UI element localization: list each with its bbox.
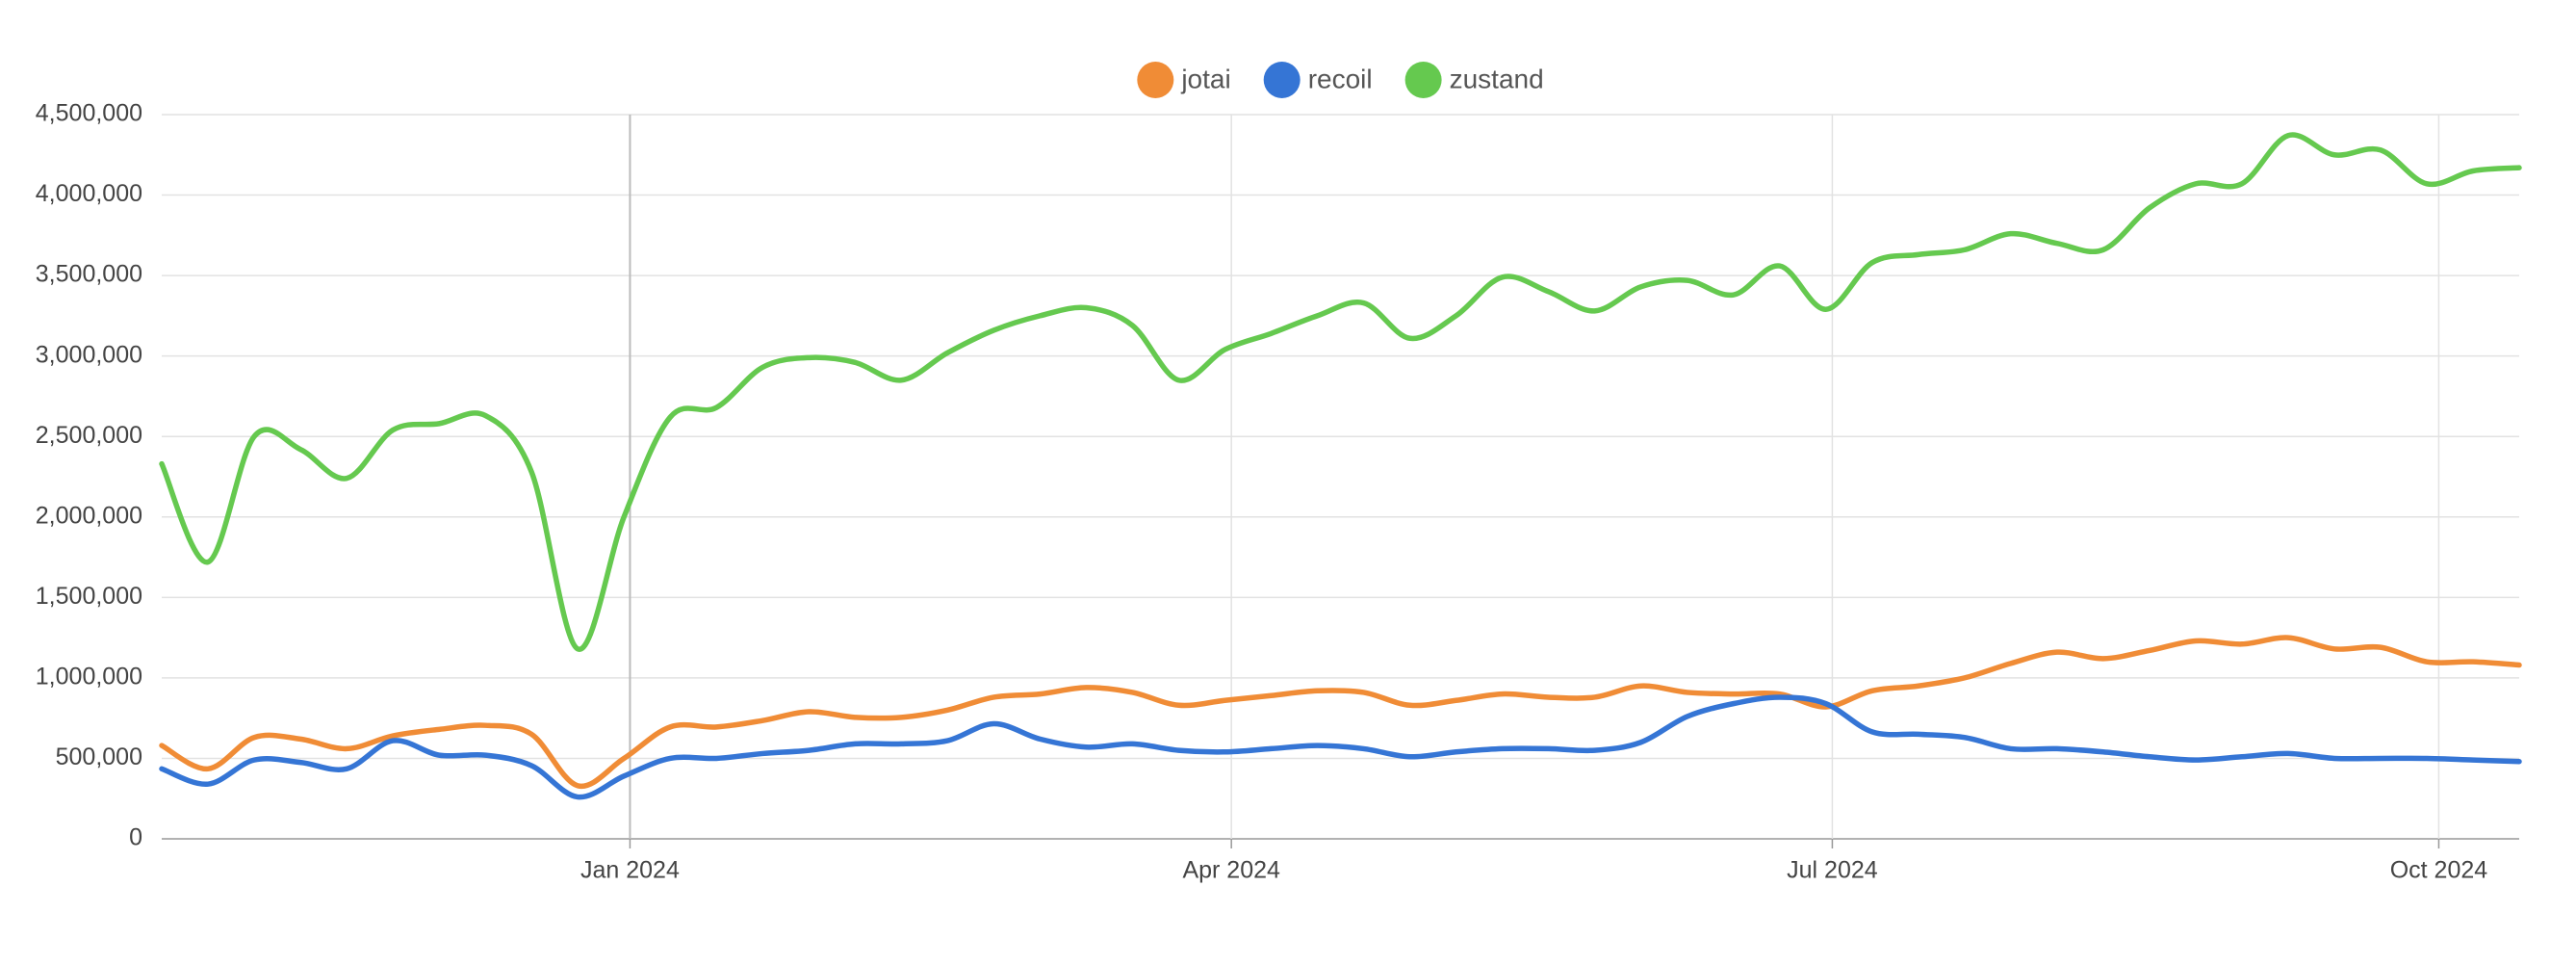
legend-label: jotai (1180, 64, 1230, 93)
x-tick-label: Jul 2024 (1787, 857, 1878, 884)
legend-marker (1137, 62, 1174, 98)
line-series (159, 694, 2522, 800)
line-series (159, 635, 2522, 789)
y-tick-label: 3,000,000 (36, 341, 142, 368)
x-tick-label: Apr 2024 (1182, 857, 1280, 884)
legend-label: zustand (1450, 64, 1544, 93)
legend-label: recoil (1308, 64, 1373, 93)
y-tick-label: 1,500,000 (36, 583, 142, 610)
x-tick-label: Jan 2024 (580, 857, 680, 884)
y-tick-label: 1,000,000 (36, 663, 142, 690)
x-tick-label: Oct 2024 (2390, 857, 2488, 884)
y-tick-label: 500,000 (56, 743, 142, 770)
y-tick-label: 2,000,000 (36, 502, 142, 529)
line-series (159, 132, 2522, 652)
legend: jotai recoil zustand (1137, 62, 1544, 98)
y-tick-label: 2,500,000 (36, 422, 142, 449)
y-tick-label: 4,000,000 (36, 180, 142, 207)
y-tick-label: 4,500,000 (36, 100, 142, 127)
legend-marker (1404, 62, 1442, 98)
y-tick-label: 3,500,000 (36, 261, 142, 288)
y-tick-label: 0 (129, 824, 142, 851)
legend-marker (1263, 62, 1301, 98)
